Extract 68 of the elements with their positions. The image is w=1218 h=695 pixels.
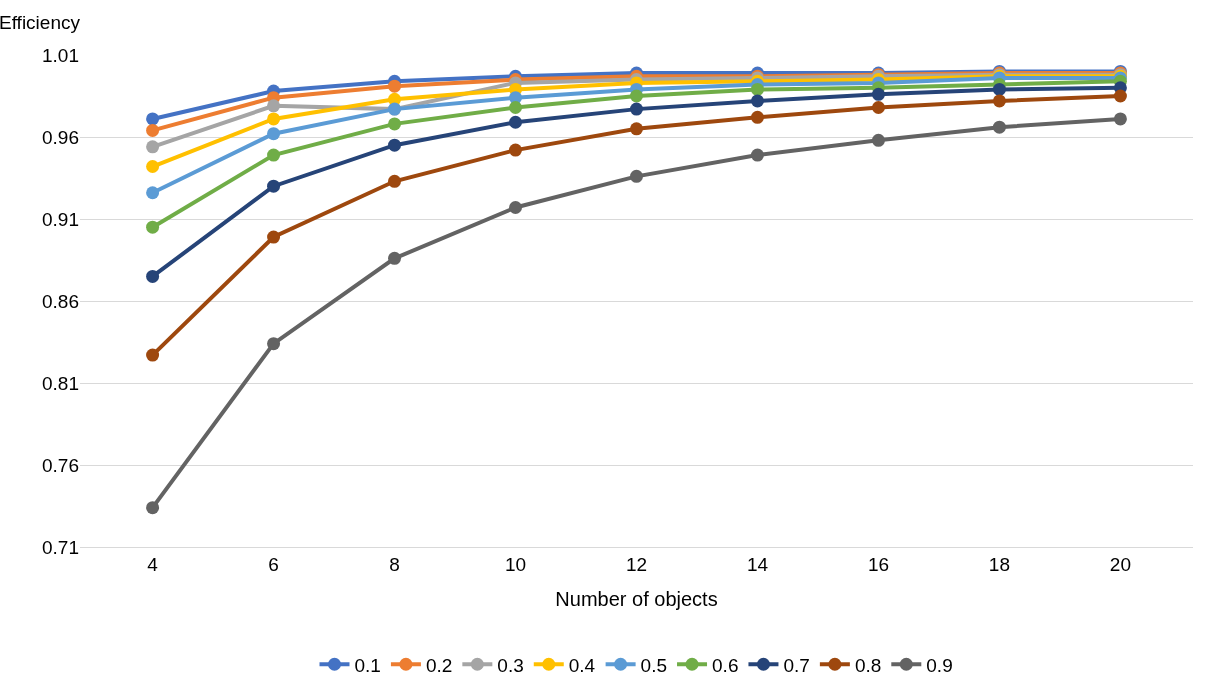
point — [146, 160, 160, 174]
point — [750, 110, 764, 124]
point — [146, 501, 160, 515]
legend-label: 0.9 — [926, 654, 953, 676]
legend-label: 0.1 — [354, 654, 381, 676]
point — [992, 82, 1006, 96]
point — [630, 169, 643, 183]
point — [630, 89, 643, 103]
x-tick-label: 16 — [867, 553, 890, 575]
legend-label: 0.6 — [712, 654, 739, 676]
y-tick-label: 0.71 — [42, 536, 79, 558]
y-tick-label: 0.86 — [42, 290, 79, 312]
point — [509, 143, 523, 157]
y-tick-label: 1.01 — [42, 44, 79, 66]
point — [750, 82, 764, 96]
y-tick-label: 0.96 — [42, 126, 79, 148]
x-tick-label: 4 — [147, 553, 159, 575]
point — [509, 201, 523, 215]
point — [509, 100, 523, 114]
legend-label: 0.7 — [783, 654, 810, 676]
x-tick-label: 10 — [504, 553, 527, 575]
point — [267, 112, 281, 126]
point — [146, 112, 160, 126]
point — [871, 133, 885, 147]
legend-label: 0.8 — [854, 654, 882, 676]
point — [388, 117, 402, 131]
point — [388, 138, 402, 152]
point — [630, 122, 643, 136]
point — [267, 99, 281, 113]
point — [750, 94, 764, 108]
y-tick-label: 0.91 — [42, 208, 79, 230]
point — [146, 220, 160, 234]
point — [630, 102, 643, 116]
point — [750, 148, 764, 162]
legend-label: 0.3 — [497, 654, 524, 676]
point — [267, 230, 281, 244]
point — [388, 251, 402, 265]
point — [267, 148, 281, 162]
point — [388, 79, 402, 93]
legend-label: 0.5 — [640, 654, 668, 676]
point — [146, 123, 160, 137]
point — [267, 127, 281, 141]
point — [146, 348, 160, 362]
point — [509, 115, 523, 129]
x-axis-title: Number of objects — [555, 588, 718, 611]
y-tick-label: 0.81 — [42, 372, 79, 394]
x-tick-label: 20 — [1109, 553, 1131, 575]
point — [146, 140, 160, 154]
x-tick-label: 6 — [268, 553, 279, 575]
point — [267, 337, 281, 351]
legend-label: 0.4 — [568, 654, 596, 676]
x-tick-label: 14 — [746, 553, 769, 575]
point — [267, 179, 281, 193]
point — [146, 186, 160, 200]
x-tick-label: 18 — [988, 553, 1010, 575]
point — [871, 100, 885, 114]
x-tick-label: 12 — [625, 553, 648, 575]
y-axis-title: Efficiency — [0, 12, 81, 33]
point — [992, 94, 1006, 108]
point — [1113, 112, 1127, 126]
point — [1113, 89, 1127, 103]
point — [146, 269, 160, 283]
x-tick-label: 8 — [389, 553, 400, 575]
point — [388, 174, 402, 188]
y-tick-label: 0.76 — [42, 454, 79, 476]
legend-label: 0.2 — [425, 654, 453, 676]
point — [871, 87, 885, 101]
point — [992, 120, 1006, 134]
